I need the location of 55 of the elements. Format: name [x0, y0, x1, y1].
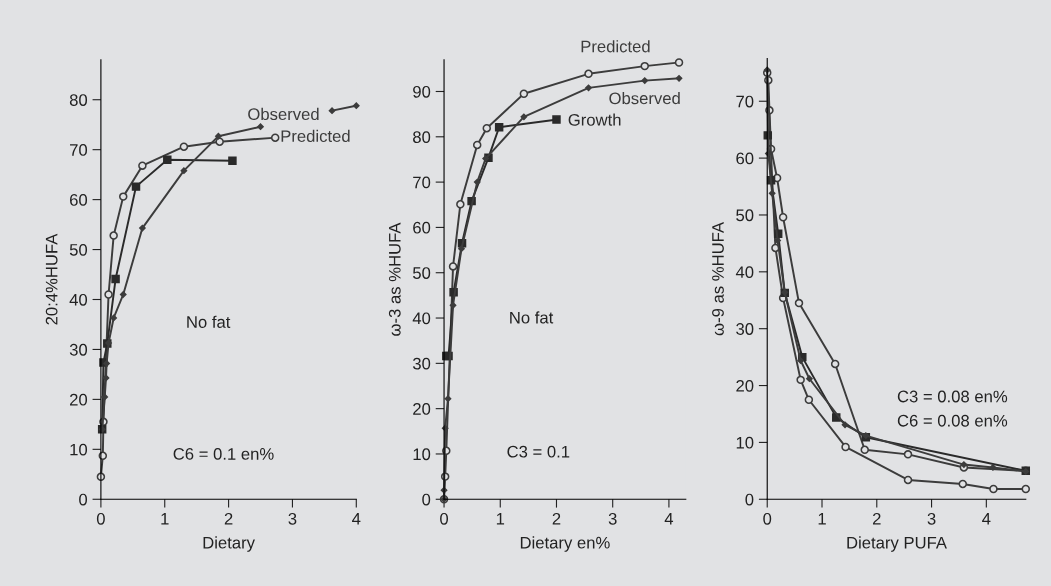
y-tick-label: 10	[413, 448, 431, 461]
annotation: C6 = 0.08 en%	[897, 414, 1008, 427]
y-tick-label: 10	[70, 443, 88, 456]
x-tick-label: 1	[496, 513, 505, 525]
series-label: Predicted	[581, 40, 650, 53]
x-tick-label: 2	[224, 512, 233, 525]
x-tick-label: 4	[982, 513, 991, 525]
y-tick-label: 60	[70, 194, 88, 206]
y-tick-label: 60	[736, 152, 754, 165]
y-tick-label: 70	[70, 144, 88, 156]
x-axis-title: Dietary PUFA	[847, 536, 947, 552]
x-axis-title: Dietary en%	[520, 536, 610, 552]
y-tick-label: 30	[69, 343, 88, 356]
series-label: Predicted	[281, 129, 350, 143]
x-tick-label: 4	[664, 513, 674, 525]
y-tick-label: 20	[736, 379, 754, 392]
y-tick-label: 30	[412, 357, 431, 370]
x-axis-title: Dietary	[203, 536, 255, 552]
y-tick-label: 20	[70, 393, 88, 406]
x-tick-label: 3	[927, 512, 936, 525]
y-axis-title: ω-3 as %HUFA	[388, 222, 401, 336]
y-tick-label: 70	[736, 95, 754, 108]
y-tick-label: 30	[736, 323, 754, 335]
series-label: Observed	[248, 107, 319, 121]
annotation: C6 = 0.1 en%	[173, 447, 274, 460]
y-tick-label: 50	[69, 243, 88, 256]
y-tick-label: 60	[413, 221, 431, 234]
y-tick-label: 20	[413, 403, 431, 415]
y-tick-label: 0	[79, 493, 88, 506]
annotation: C3 = 0.08 en%	[897, 390, 1008, 403]
x-tick-label: 4	[352, 513, 361, 525]
x-tick-label: 0	[763, 512, 772, 525]
x-tick-label: 0	[440, 512, 449, 525]
annotation: No fat	[187, 315, 231, 328]
y-tick-label: 80	[413, 131, 431, 143]
x-tick-label: 1	[161, 513, 169, 525]
y-tick-label: 80	[69, 94, 88, 106]
y-tick-label: 40	[412, 312, 431, 325]
y-tick-label: 90	[413, 85, 431, 98]
y-tick-label: 10	[736, 436, 754, 449]
y-tick-label: 0	[745, 493, 754, 506]
x-tick-label: 3	[288, 512, 297, 525]
y-axis-title: 20:4%HUFA	[45, 233, 58, 325]
x-tick-label: 2	[872, 512, 881, 525]
y-tick-label: 0	[422, 493, 431, 506]
y-tick-label: 50	[736, 209, 754, 222]
x-tick-label: 2	[552, 512, 561, 525]
x-tick-label: 1	[818, 513, 826, 525]
x-tick-label: 0	[96, 512, 105, 525]
y-axis-title: ω-9 as %HUFA	[712, 221, 724, 336]
x-tick-label: 3	[608, 512, 617, 525]
y-tick-label: 40	[69, 293, 88, 306]
y-tick-label: 50	[412, 267, 431, 279]
y-tick-label: 70	[413, 176, 431, 189]
y-tick-label: 40	[735, 266, 754, 279]
